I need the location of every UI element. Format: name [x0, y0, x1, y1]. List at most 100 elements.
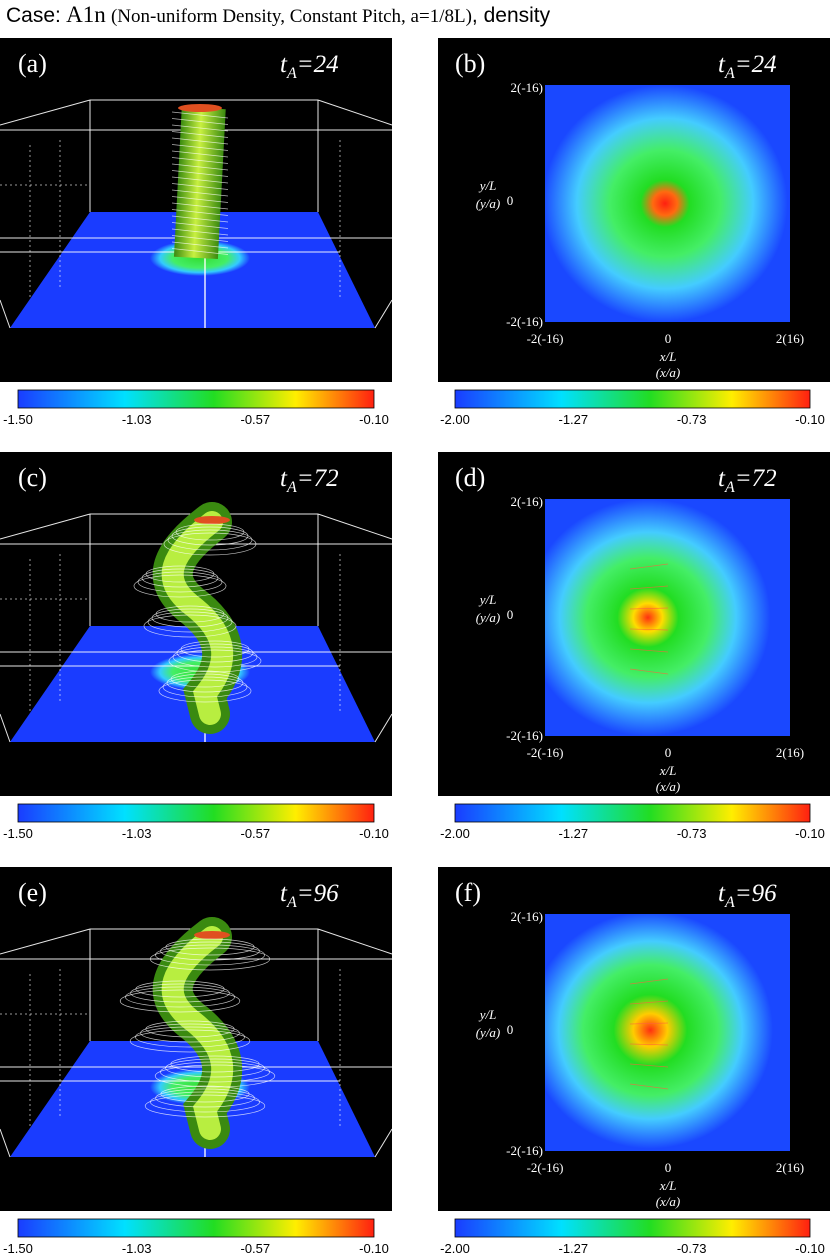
time-subscript: A [724, 479, 735, 496]
time-subscript: A [286, 479, 297, 496]
velocity-vector [629, 1063, 669, 1068]
panel-3d: (c) tA=72 -1.50 -1.03 -0.57 -0.10 [0, 452, 393, 841]
time-label: tA=24 [280, 51, 339, 82]
field-line [171, 157, 229, 164]
time-symbol: t [280, 465, 288, 492]
colorbar-tick-label: -0.10 [795, 1241, 825, 1253]
colorbar-tick-label: -1.27 [559, 1241, 589, 1253]
y-axis-label: y/L [478, 592, 497, 607]
velocity-vector [629, 585, 669, 590]
field-line [125, 986, 235, 1008]
colorbar-tick-label: -2.00 [440, 412, 470, 427]
y-tick-label: 2(-16) [511, 80, 544, 95]
time-subscript: A [724, 65, 735, 82]
y-axis-label-alt: (y/a) [476, 196, 501, 211]
y-axis-label-alt: (y/a) [476, 1025, 501, 1040]
x-tick-label: 0 [665, 331, 672, 346]
tube-top [178, 104, 222, 112]
density-map [545, 85, 790, 322]
x-tick-label: -2(-16) [527, 1160, 564, 1175]
field-line [171, 131, 229, 138]
box-edge [317, 99, 393, 126]
panel-label: (f) [455, 878, 481, 907]
y-tick-label: 2(-16) [511, 494, 544, 509]
time-symbol: t [280, 880, 288, 907]
time-value: =72 [297, 465, 339, 492]
field-line [171, 235, 229, 242]
time-symbol: t [718, 880, 726, 907]
panel-label: (b) [455, 49, 485, 78]
y-tick-label: -2(-16) [506, 314, 543, 329]
time-label: tA=72 [280, 465, 339, 496]
x-axis-label-alt: (x/a) [656, 365, 681, 380]
field-line [160, 1061, 270, 1083]
box-edge [374, 713, 393, 743]
colorbar-tick-label: -0.73 [677, 1241, 707, 1253]
x-axis-label: x/L [659, 763, 677, 778]
box-edge [0, 1128, 11, 1158]
title-id: A1n [66, 2, 106, 27]
field-line [119, 989, 241, 1013]
field-line [171, 137, 229, 145]
velocity-vector [629, 1000, 669, 1005]
flux-tube-highlight [161, 511, 234, 725]
colorbar-tick-label: -0.10 [359, 412, 389, 427]
field-line [133, 574, 227, 598]
panel-label: (d) [455, 463, 485, 492]
time-symbol: t [280, 51, 288, 78]
box-edge [317, 928, 393, 955]
colorbar-tick-label: -1.27 [559, 412, 589, 427]
time-label: tA=96 [718, 880, 777, 911]
panel-3d: (e) tA=96 -1.50 -1.03 -0.57 -0.10 [0, 867, 393, 1253]
field-line [171, 118, 229, 125]
field-line [171, 189, 229, 197]
colorbar-tick-label: -2.00 [440, 1241, 470, 1253]
colorbar [17, 1218, 375, 1238]
time-symbol: t [718, 465, 726, 492]
colorbar-tick-label: -1.27 [559, 826, 589, 841]
box-edge [317, 513, 393, 540]
row: (a) tA=24-1.50 -1.03 -0.57 -0.102(-16)0-2(-1… [0, 38, 830, 427]
title-desc: (Non-uniform Density, Constant Pitch, a=… [111, 6, 472, 27]
colorbar [454, 803, 811, 823]
velocity-vector [629, 1083, 669, 1090]
panel-3d: (a) tA=24 -1.50 -1.03 -0.57 -0.10 [0, 38, 393, 427]
y-tick-label: -2(-16) [506, 1143, 543, 1158]
field-line [171, 215, 229, 223]
box-edge [0, 299, 11, 329]
field-line [158, 679, 252, 703]
field-line [155, 944, 265, 966]
velocity-vector [629, 607, 669, 610]
y-tick-label: 0 [507, 193, 514, 208]
x-tick-label: 2(16) [776, 331, 804, 346]
velocity-vector [629, 978, 669, 985]
colorbar-tick-label: -1.03 [122, 1241, 152, 1253]
y-tick-label: 2(-16) [511, 909, 544, 924]
colorbar-tick-label: -0.57 [241, 826, 271, 841]
x-axis-label-alt: (x/a) [656, 1194, 681, 1209]
density-map [545, 914, 790, 1151]
time-value: =96 [735, 880, 777, 907]
y-axis-label: y/L [478, 1007, 497, 1022]
time-subscript: A [286, 894, 297, 911]
panel-label: (a) [18, 49, 47, 78]
field-line [171, 124, 229, 132]
x-axis-label: x/L [659, 349, 677, 364]
box-edge [374, 1128, 393, 1158]
field-line [171, 202, 229, 210]
field-line [135, 1026, 245, 1048]
title-suffix: , density [472, 4, 551, 27]
row: (e) tA=96-1.50 -1.03 -0.57 -0.102(-16)0-2(-1… [0, 867, 830, 1253]
y-axis-label-alt: (y/a) [476, 610, 501, 625]
time-symbol: t [718, 51, 726, 78]
x-axis-label: x/L [659, 1178, 677, 1193]
field-line [144, 1094, 266, 1118]
time-value: =24 [297, 51, 339, 78]
velocity-vector [629, 648, 669, 653]
time-value: =24 [735, 51, 777, 78]
time-label: tA=96 [280, 880, 339, 911]
tube-top [194, 931, 230, 939]
time-subscript: A [286, 65, 297, 82]
x-tick-label: 2(16) [776, 745, 804, 760]
field-line [171, 209, 229, 216]
